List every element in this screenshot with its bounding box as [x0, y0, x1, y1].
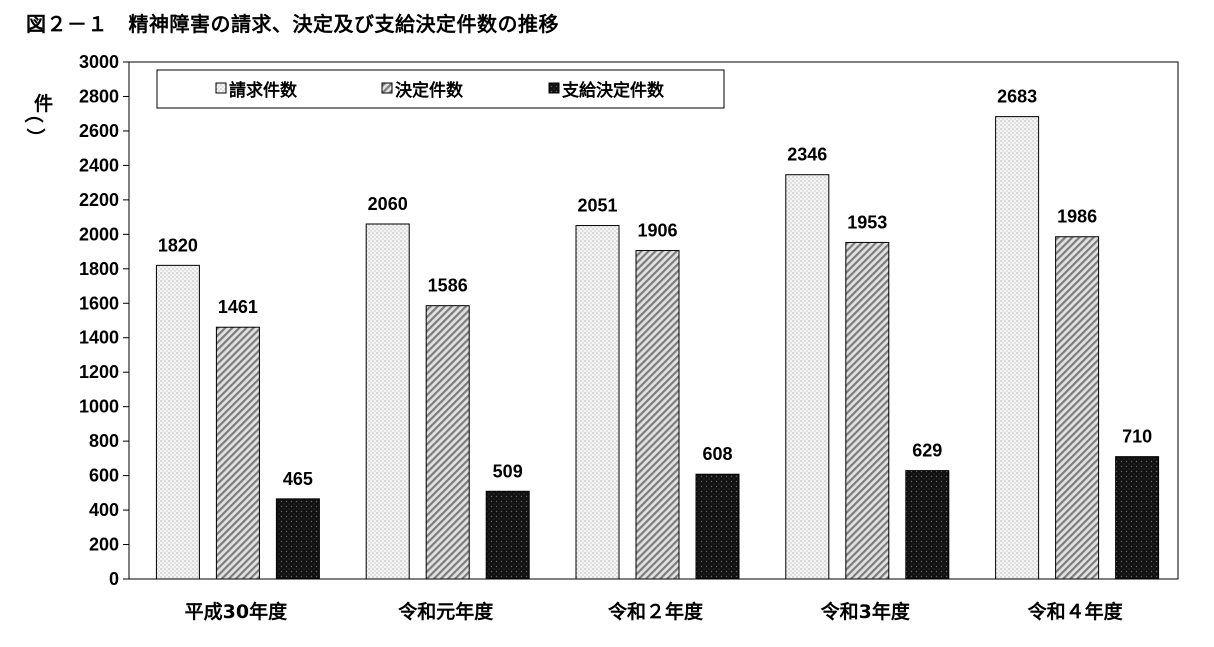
bar-decisions	[425, 305, 470, 580]
data-label-claims: 2683	[997, 87, 1037, 107]
y-tick-label: 1000	[79, 397, 119, 417]
y-tick-label: 0	[109, 569, 119, 589]
y-tick-label: 1400	[79, 328, 119, 348]
data-label-decisions: 1586	[428, 276, 468, 296]
legend: 請求件数 決定件数 支給決定件数	[156, 69, 725, 109]
legend-label-approvals: 支給決定件数	[562, 80, 665, 101]
legend-box	[156, 69, 725, 109]
y-tick-label: 1200	[79, 362, 119, 382]
y-tick-label: 1600	[79, 293, 119, 313]
data-label-approvals: 509	[493, 461, 523, 481]
data-label-decisions: 1953	[847, 212, 887, 232]
y-tick-label: 2000	[79, 224, 119, 244]
y-tick-label: 2800	[79, 86, 119, 106]
data-label-approvals: 629	[912, 441, 942, 461]
data-label-claims: 2060	[368, 194, 408, 214]
bar-claims	[785, 174, 830, 580]
legend-swatch-claims	[215, 82, 227, 94]
bar-decisions	[1055, 236, 1100, 580]
bar-claims	[995, 116, 1040, 580]
data-label-decisions: 1906	[637, 221, 677, 241]
data-label-approvals: 710	[1122, 427, 1152, 447]
data-label-claims: 2346	[787, 145, 827, 165]
bar-decisions	[635, 250, 680, 580]
y-axis-unit-paren-open: （	[22, 104, 45, 123]
y-tick-label: 2600	[79, 121, 119, 141]
y-tick-label: 400	[89, 500, 119, 520]
y-tick-label: 2400	[79, 155, 119, 175]
legend-label-claims: 請求件数	[229, 80, 298, 101]
y-axis-unit-label: 件	[34, 92, 53, 115]
bar-approvals	[695, 473, 740, 580]
data-label-approvals: 465	[283, 469, 313, 489]
y-tick-label: 1800	[79, 259, 119, 279]
y-axis-unit-paren-close: ）	[24, 128, 47, 147]
x-category-label: 令和3年度	[821, 600, 911, 623]
x-category-label: 平成30年度	[185, 600, 288, 623]
y-tick-label: 3000	[79, 52, 119, 72]
bar-decisions	[845, 241, 890, 580]
bar-approvals	[485, 490, 530, 580]
bar-approvals	[275, 498, 320, 580]
legend-label-decisions: 決定件数	[395, 80, 464, 101]
y-axis-unit: （ 件 ）	[22, 92, 53, 147]
chart-title: 図２－１ 精神障害の請求、決定及び支給決定件数の推移	[26, 12, 559, 36]
y-tick-label: 800	[89, 431, 119, 451]
data-label-decisions: 1461	[218, 297, 258, 317]
y-tick-label: 2200	[79, 190, 119, 210]
bar-approvals	[1115, 456, 1160, 580]
x-category-label: 令和元年度	[398, 600, 494, 623]
bar-claims	[365, 223, 410, 580]
x-category-label: 令和２年度	[608, 600, 704, 623]
bar-decisions	[215, 326, 260, 580]
legend-swatch-approvals	[548, 82, 560, 94]
x-category-label: 令和４年度	[1028, 600, 1124, 623]
bar-approvals	[905, 470, 950, 580]
y-tick-label: 200	[89, 535, 119, 555]
data-label-claims: 1820	[158, 235, 198, 255]
data-label-claims: 2051	[577, 196, 617, 216]
bar-claims	[575, 225, 620, 580]
legend-swatch-decisions	[381, 82, 393, 94]
data-label-decisions: 1986	[1057, 207, 1097, 227]
data-label-approvals: 608	[702, 444, 732, 464]
y-tick-label: 600	[89, 466, 119, 486]
bar-claims	[155, 264, 200, 580]
